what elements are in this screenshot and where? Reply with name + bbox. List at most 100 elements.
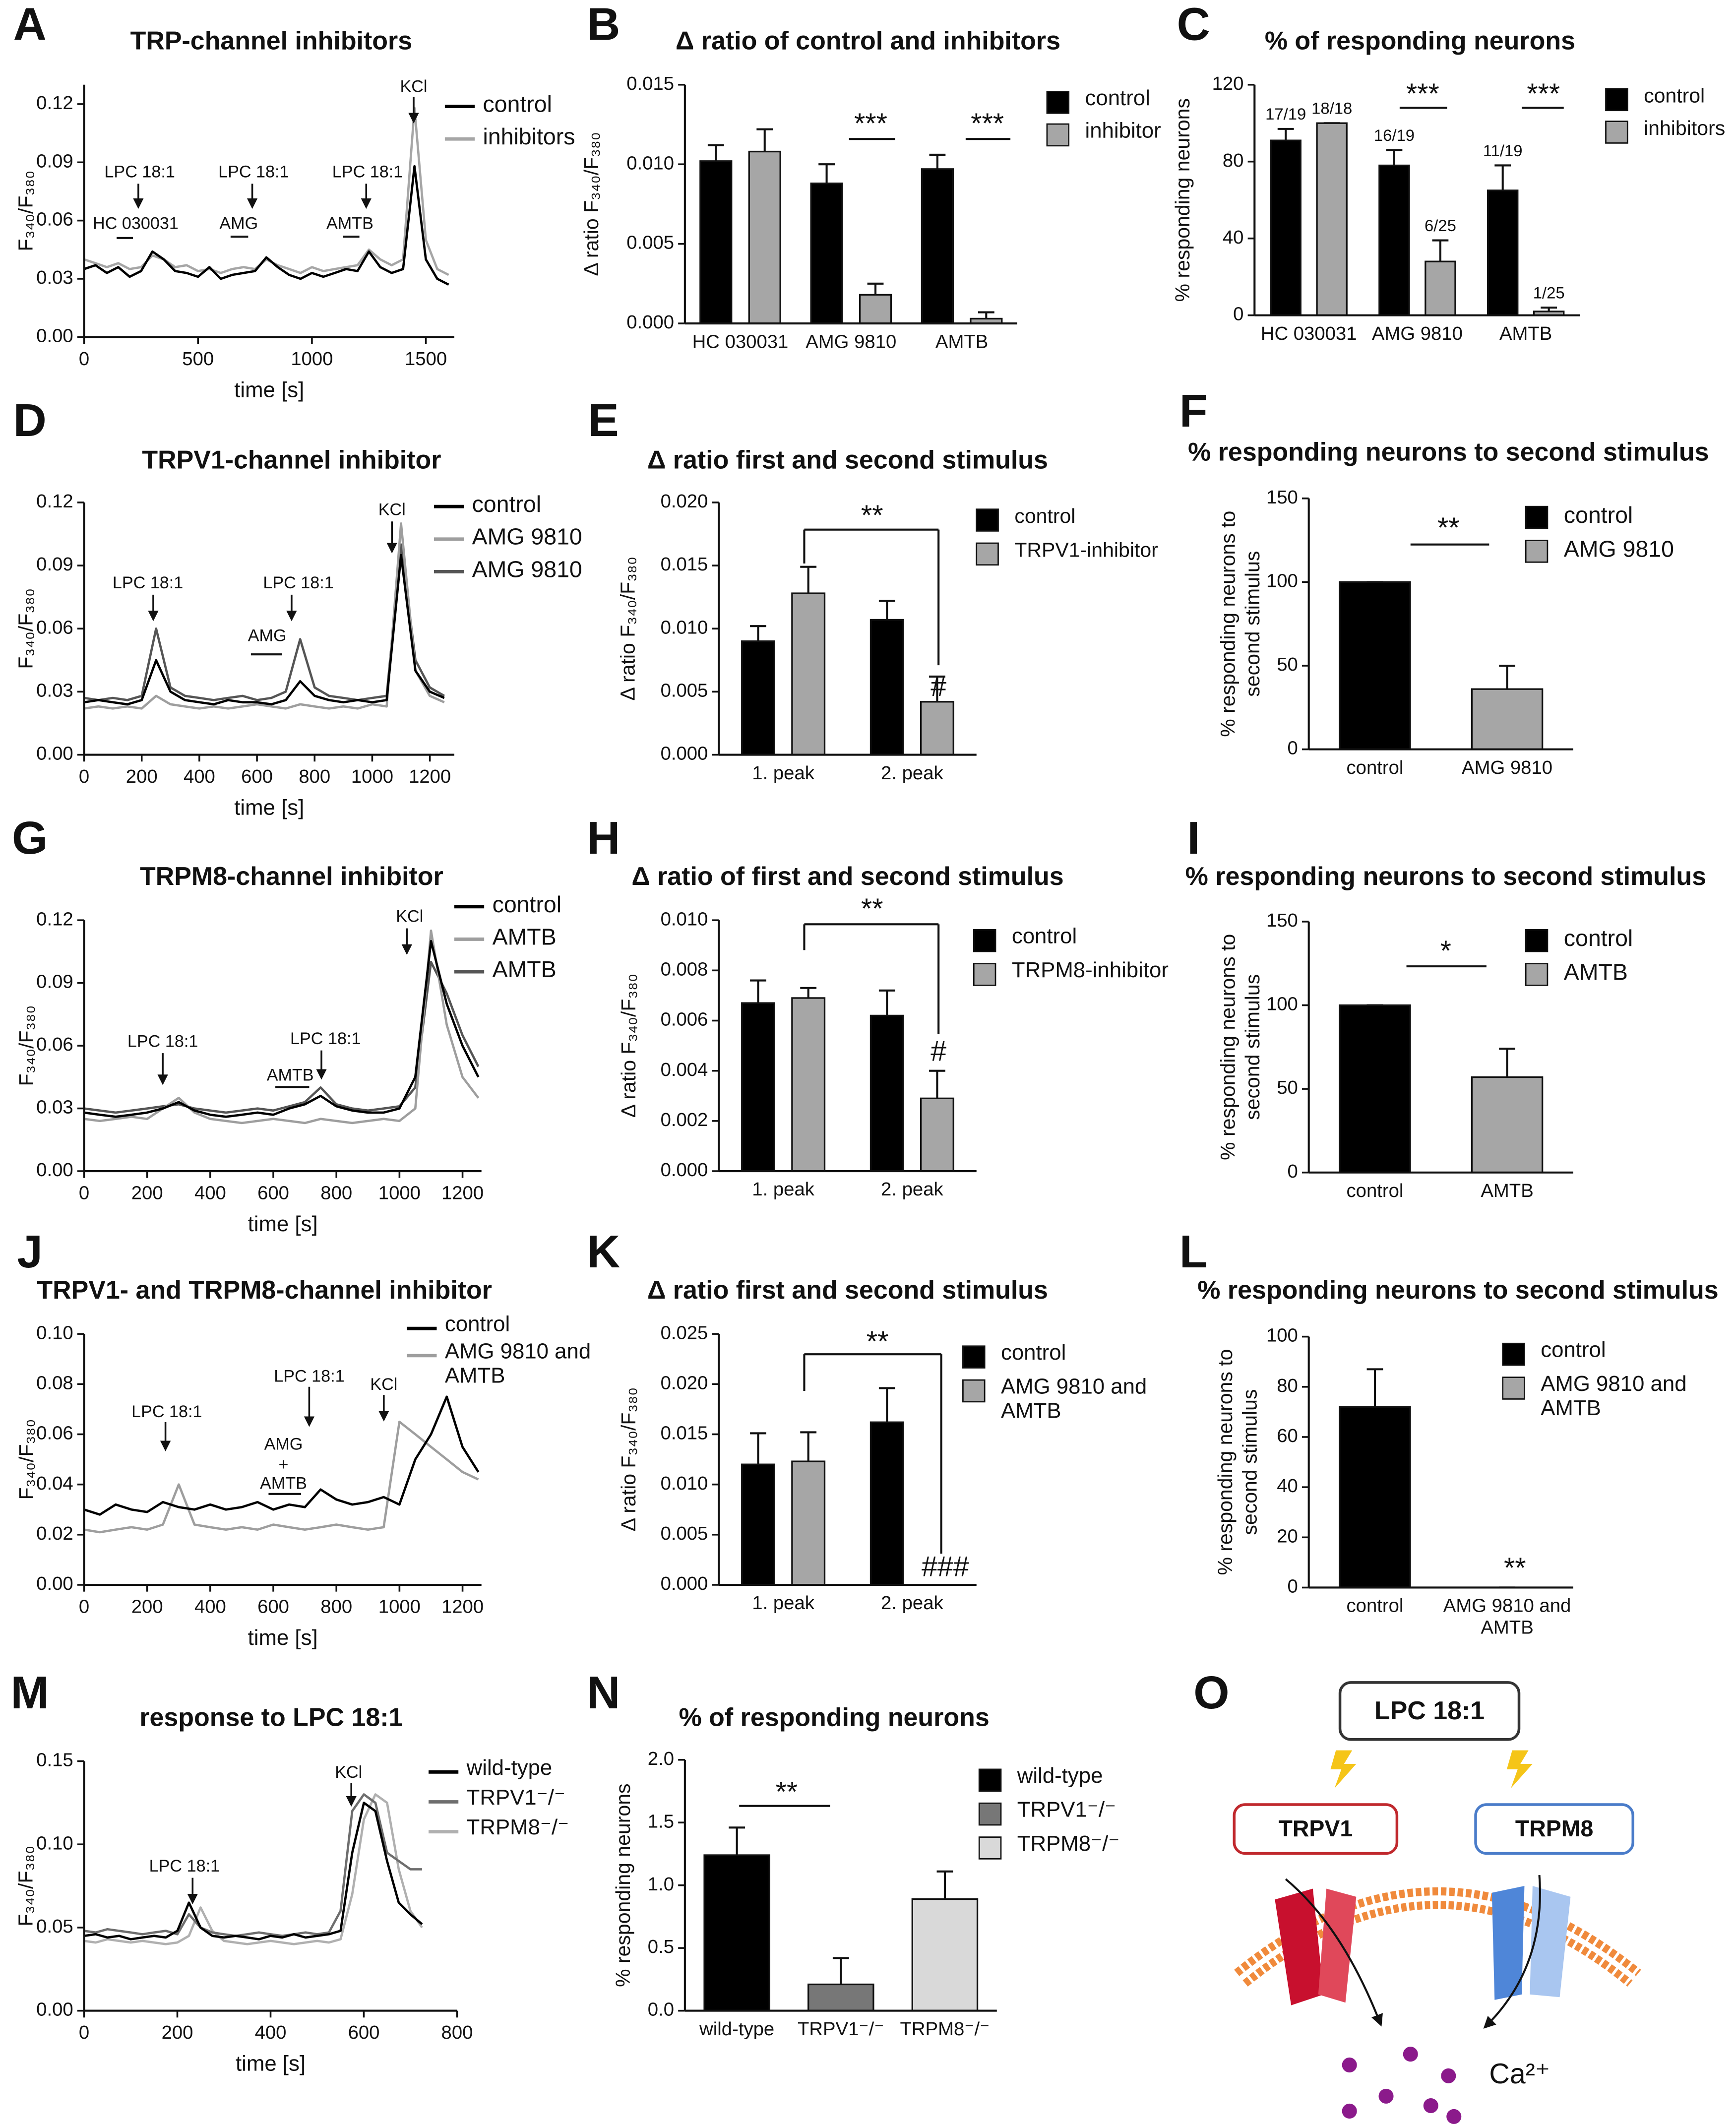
legend-swatch	[1502, 1342, 1525, 1366]
significance: ***	[1406, 78, 1439, 110]
x-tick-label: control	[1346, 756, 1404, 778]
bar	[699, 160, 733, 324]
legend-label: inhibitors	[1644, 117, 1726, 140]
legend-swatch	[962, 1345, 986, 1369]
panel-letter: D	[13, 394, 47, 446]
x-tick-label-box: 2. peak	[881, 761, 943, 783]
y-axis-label: Δ ratio F₃₄₀/F₃₈₀	[618, 1387, 641, 1532]
bar	[791, 997, 826, 1172]
legend-label: AMG 9810 and AMTB	[1541, 1373, 1687, 1422]
y-tick-label: 0.00	[36, 743, 73, 764]
y-axis-label: F₃₄₀/F₃₈₀	[15, 1005, 39, 1086]
chart-title: Δ ratio of control and inhibitors	[676, 27, 1060, 56]
annotation: HC 030031	[93, 214, 179, 233]
channel-trpv1	[1318, 1888, 1357, 2003]
channel-label: TRPM8	[1515, 1815, 1594, 1841]
legend-label: control	[1000, 1342, 1066, 1366]
legend-label: control	[1011, 926, 1077, 949]
x-tick-label: AMTB	[1499, 322, 1552, 344]
y-axis-label-box: % responding neurons	[612, 1783, 635, 1987]
x-tick-label-box: AMTB	[935, 330, 988, 352]
annotation: LPC 18:1	[263, 573, 333, 592]
legend-label: control	[1014, 505, 1076, 528]
ligand-box	[1338, 1681, 1521, 1741]
significance: **	[1437, 512, 1460, 544]
y-tick-label: 0.03	[36, 267, 73, 288]
x-tick-label-box: TRPM8⁻/⁻	[900, 2017, 990, 2039]
y-tick-label: 0.09	[36, 150, 73, 172]
bar	[920, 701, 954, 756]
chart-title: TRPV1-channel inhibitor	[142, 446, 441, 475]
x-tick-label: AMG 9810	[1462, 756, 1553, 778]
bar	[911, 1898, 979, 2012]
y-tick-label: 0.09	[36, 971, 73, 993]
legend-label: control	[1085, 87, 1150, 111]
x-tick-label: 1. peak	[752, 1591, 814, 1614]
x-tick-label-box: TRPV1⁻/⁻	[798, 2017, 884, 2039]
x-tick-label-box: AMG 9810 and AMTB	[1443, 1594, 1571, 1638]
y-tick-label: 0.010	[661, 1473, 708, 1494]
legend-label: inhibitors	[483, 124, 575, 150]
legend-label-box: control	[483, 91, 552, 117]
y-tick-label: 0.06	[36, 1423, 73, 1444]
panel-letter: M	[10, 1667, 49, 1718]
y-tick-label: 0.5	[648, 1936, 674, 1957]
x-tick-label: 1000	[378, 1596, 421, 1618]
y-tick-label: 50	[1277, 1077, 1298, 1098]
legend-label-box: TRPV1-inhibitor	[1014, 539, 1158, 562]
y-tick-label: 0.004	[661, 1059, 708, 1080]
trace	[84, 1802, 423, 1940]
x-axis-label: time [s]	[234, 796, 304, 820]
y-axis-label: F₃₄₀/F₃₈₀	[15, 170, 39, 251]
ion-arrow	[1285, 1878, 1383, 2027]
annotation: +	[279, 1455, 289, 1474]
x-tick-label: 400	[194, 1596, 226, 1618]
y-tick-label: 0.04	[36, 1473, 73, 1494]
y-tick-label: 0.02	[36, 1523, 73, 1544]
chart-title: % of responding neurons	[1265, 27, 1575, 56]
y-tick-label: 0.06	[36, 617, 73, 638]
y-axis-label-box: Δ ratio F₃₄₀/F₃₈₀	[618, 557, 640, 700]
y-axis-label: Δ ratio F₃₄₀/F₃₈₀	[618, 973, 641, 1118]
y-tick-label: 0	[1233, 304, 1243, 325]
bar	[859, 294, 892, 324]
legend-label-box: AMG 9810	[1564, 536, 1674, 562]
bar	[869, 1421, 904, 1586]
annotation: KCl	[335, 1763, 362, 1782]
x-tick-label: 0	[79, 1183, 89, 1204]
y-tick-label: 0.000	[661, 1159, 708, 1181]
x-tick-label-box: HC 030031	[692, 330, 789, 352]
y-axis-label: F₃₄₀/F₃₈₀	[15, 1419, 39, 1500]
x-tick-label: AMTB	[1481, 1179, 1534, 1201]
y-tick-label: 1.0	[648, 1874, 674, 1895]
significance: ***	[854, 108, 887, 139]
trace	[84, 543, 445, 701]
y-tick-label: 40	[1223, 227, 1244, 248]
y-tick-label: 0.010	[661, 908, 708, 930]
trace	[84, 961, 480, 1114]
trace	[84, 939, 480, 1118]
x-tick-label: HC 030031	[1260, 322, 1357, 344]
lightning	[1330, 1750, 1357, 1789]
y-axis-label-box: F₃₄₀/F₃₈₀	[15, 1846, 38, 1927]
significance: *	[1440, 935, 1451, 967]
legend-label-box: control	[1014, 505, 1076, 528]
legend-label-box: control	[1564, 926, 1633, 951]
legend-swatch	[973, 929, 996, 952]
legend-swatch	[1605, 88, 1628, 112]
y-tick-label: 0.00	[36, 325, 73, 346]
x-tick-label: 600	[348, 2022, 380, 2043]
x-tick-label-box: 2. peak	[881, 1178, 943, 1200]
y-tick-label: 100	[1266, 1325, 1298, 1346]
x-tick-label: 0	[79, 348, 89, 370]
x-tick-label: control	[1346, 1594, 1404, 1616]
legend-label-box: AMG 9810	[472, 557, 582, 582]
y-tick-label: 60	[1277, 1425, 1298, 1446]
x-tick-label: 800	[299, 766, 330, 787]
y-axis-label-box: Δ ratio F₃₄₀/F₃₈₀	[618, 1387, 641, 1532]
y-tick-label: 0.06	[36, 1034, 73, 1055]
bar	[1487, 189, 1519, 316]
ion-label: Ca²⁺	[1489, 2058, 1550, 2090]
legend-label-box: control	[1541, 1339, 1606, 1362]
